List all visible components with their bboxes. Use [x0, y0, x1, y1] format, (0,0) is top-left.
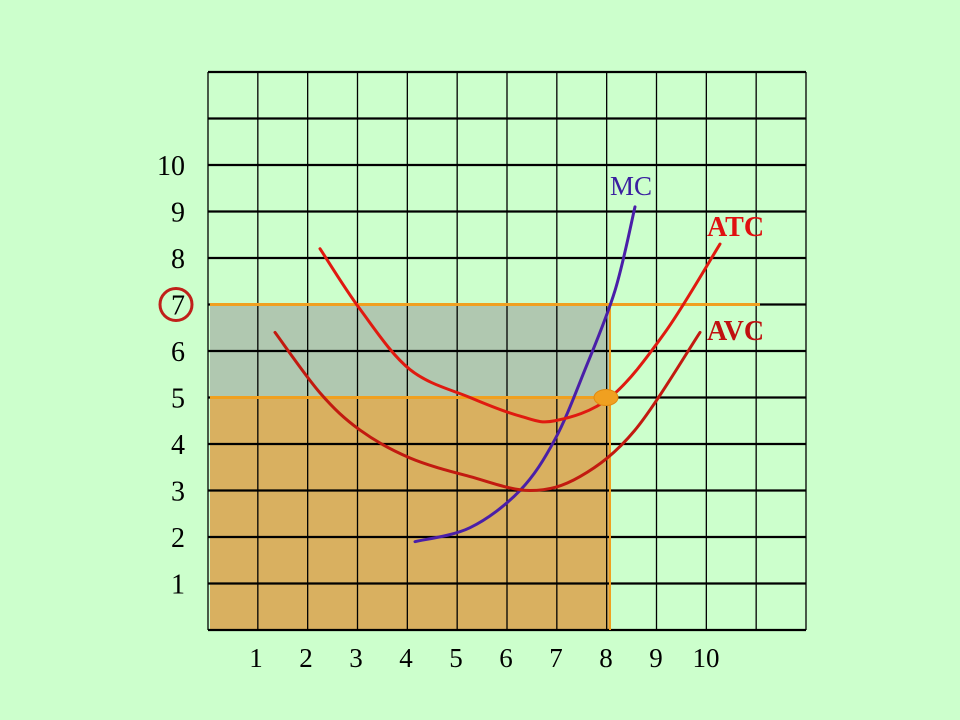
- x-tick-label: 5: [449, 643, 463, 673]
- level-lines-layer: [210, 303, 760, 630]
- x-tick-label: 3: [349, 643, 363, 673]
- y-tick-label: 10: [157, 151, 185, 182]
- y-tick-label: 5: [171, 384, 185, 415]
- x-tick-label: 10: [693, 643, 720, 673]
- atc-curve: [318, 242, 722, 424]
- x-tick-label: 1: [249, 643, 263, 673]
- curves-layer: [273, 205, 722, 544]
- x-tick-label: 2: [299, 643, 313, 673]
- atc-label: ATC: [707, 212, 764, 243]
- y-tick-label: 3: [171, 477, 185, 508]
- x-tick-label: 4: [399, 643, 413, 673]
- y-tick-label: 4: [171, 430, 185, 461]
- x-tick-label: 7: [549, 643, 563, 673]
- y-tick-label: 6: [171, 337, 185, 368]
- x-tick-label: 9: [649, 643, 663, 673]
- total-variable-cost-area: [210, 397, 610, 630]
- regions-layer: [210, 304, 610, 630]
- grid-layer: [207, 70, 807, 632]
- mc-label: MC: [610, 171, 652, 201]
- avc-label: AVC: [707, 316, 764, 347]
- y-tick-label: 9: [171, 198, 185, 229]
- x-tick-label: 6: [499, 643, 513, 673]
- y-tick-label: 8: [171, 244, 185, 275]
- x-tick-label: 8: [599, 643, 613, 673]
- y-tick-label: 1: [171, 570, 185, 601]
- avc-curve: [273, 330, 702, 493]
- labels-layer: MC ATC AVC 1 2 3 4 5 6 7 8 9 10 1 2 3 4 5 6 7 8 9 10: [157, 151, 764, 673]
- y-tick-label: 2: [171, 523, 185, 554]
- highlight-circle: [158, 287, 194, 322]
- y-tick-label: 7: [171, 291, 185, 322]
- equilibrium-point: [593, 389, 619, 406]
- mc-curve: [413, 205, 637, 544]
